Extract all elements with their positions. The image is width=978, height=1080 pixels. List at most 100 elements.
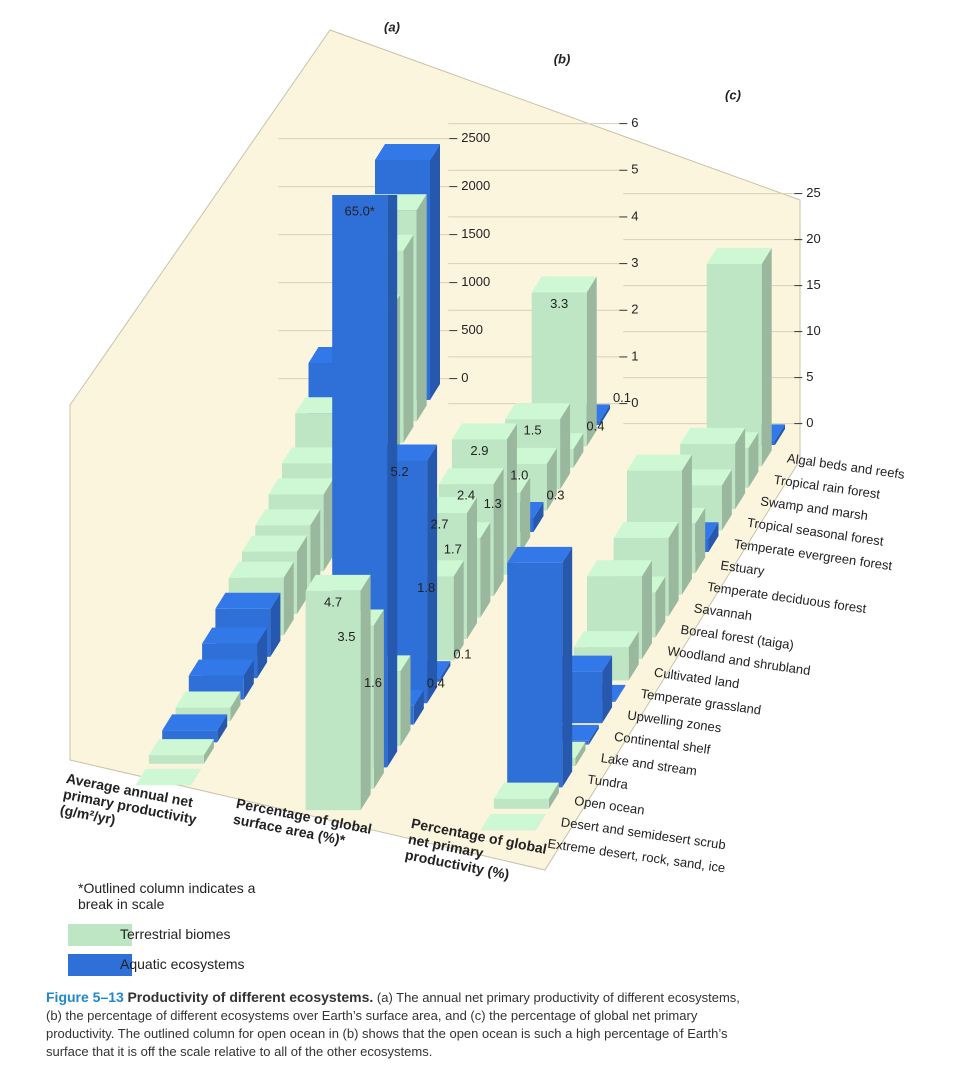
bar-side xyxy=(560,403,571,490)
bar-top xyxy=(706,248,772,264)
bar-top xyxy=(507,546,573,563)
y-tick-label: 25 xyxy=(806,185,820,200)
bar-side xyxy=(761,248,772,467)
bar-side xyxy=(373,609,384,789)
panel-label: (b) xyxy=(554,51,571,66)
category-label: Upwelling zones xyxy=(627,707,723,735)
bar-side xyxy=(562,546,573,788)
y-tick-label: 0 xyxy=(631,395,638,410)
bar-side xyxy=(480,522,491,618)
value-label: 3.5 xyxy=(337,629,355,644)
bar-top xyxy=(587,560,652,577)
bar-top xyxy=(613,522,679,538)
bar-side xyxy=(190,768,201,786)
value-label: 4.7 xyxy=(324,594,342,609)
y-tick-label: 1 xyxy=(631,348,638,363)
bar-side xyxy=(427,444,438,704)
value-label: 1.3 xyxy=(484,496,502,511)
bar-side xyxy=(323,478,334,572)
bar-side xyxy=(217,714,228,743)
value-label: 0.1 xyxy=(613,390,631,405)
bar-top xyxy=(680,427,746,444)
bar-side xyxy=(506,423,517,575)
bar-side xyxy=(546,447,557,511)
bar-side xyxy=(403,234,414,443)
bar-side xyxy=(681,454,692,595)
bar-side xyxy=(588,724,599,745)
bar-side xyxy=(467,497,477,639)
bar-side xyxy=(520,476,531,554)
bar-side xyxy=(493,468,504,597)
bar-side xyxy=(533,502,544,532)
y-tick-label: 2500 xyxy=(461,130,490,145)
bar-side xyxy=(748,432,759,488)
bar-top xyxy=(375,144,440,160)
y-tick-label: 0 xyxy=(806,415,813,430)
bar-top xyxy=(215,592,281,609)
bar-side xyxy=(548,782,559,809)
bar-side xyxy=(708,522,719,552)
legend-swatch xyxy=(68,954,132,976)
legend-swatch xyxy=(68,924,132,946)
bar-top xyxy=(255,509,321,526)
bar-side xyxy=(721,469,732,531)
bar-top xyxy=(135,768,201,785)
caption-label: Figure 5–13 xyxy=(46,989,124,1005)
value-label: 2.9 xyxy=(470,443,488,458)
bar-top xyxy=(148,739,214,756)
bar-side xyxy=(642,560,652,659)
bar-top xyxy=(188,659,254,676)
bar-side xyxy=(203,739,214,764)
bar-side xyxy=(413,689,424,725)
category-label: Tundra xyxy=(587,772,630,793)
value-label: 0.4 xyxy=(427,675,445,690)
bar-side xyxy=(400,655,411,746)
bar-side xyxy=(668,522,679,617)
bar-top xyxy=(451,423,517,440)
bar-side xyxy=(230,691,241,721)
bar-side xyxy=(387,195,398,768)
bar-side xyxy=(430,144,440,400)
y-tick-label: 5 xyxy=(806,369,813,384)
caption-text: (a) The annual net primary productivity … xyxy=(46,990,740,1059)
bar xyxy=(305,590,361,811)
y-tick-label: 0 xyxy=(461,370,468,385)
bar xyxy=(507,562,563,788)
category-label: Open ocean xyxy=(573,793,645,818)
value-label: 0.1 xyxy=(453,647,471,662)
bar-top xyxy=(268,478,334,495)
bar-side xyxy=(310,509,321,593)
value-label: 1.7 xyxy=(444,542,462,557)
y-tick-label: 3 xyxy=(631,255,638,270)
note: *Outlined column indicates a break in sc… xyxy=(78,880,256,912)
value-label: 1.0 xyxy=(510,467,528,482)
bar-top xyxy=(493,782,559,799)
bar-side xyxy=(573,433,584,468)
y-tick-label: 1000 xyxy=(461,274,490,289)
panel xyxy=(305,195,610,811)
value-label: 0.4 xyxy=(586,419,604,434)
value-label: 2.4 xyxy=(457,488,475,503)
y-tick-label: 10 xyxy=(806,323,820,338)
y-tick-label: 6 xyxy=(631,115,638,130)
bar-side xyxy=(586,276,597,447)
y-tick-label: 2000 xyxy=(461,178,490,193)
value-label: 0.3 xyxy=(546,487,564,502)
bar-side xyxy=(628,631,639,681)
caption: Figure 5–13 Productivity of different ec… xyxy=(46,988,746,1061)
bar xyxy=(493,798,549,809)
bar-side xyxy=(283,561,294,636)
category-label: Savannah xyxy=(693,600,753,623)
bar-top xyxy=(626,454,692,471)
bar-side xyxy=(360,574,371,811)
y-tick-label: 4 xyxy=(631,208,638,223)
value-label: 3.3 xyxy=(550,296,568,311)
caption-title: Productivity of different ecosystems. xyxy=(127,989,374,1005)
bar-top xyxy=(438,468,504,485)
bar-side xyxy=(453,560,464,661)
bar-top xyxy=(242,535,307,552)
bar-top xyxy=(281,447,347,464)
bar-side xyxy=(416,194,427,422)
value-label: 1.8 xyxy=(417,580,435,595)
